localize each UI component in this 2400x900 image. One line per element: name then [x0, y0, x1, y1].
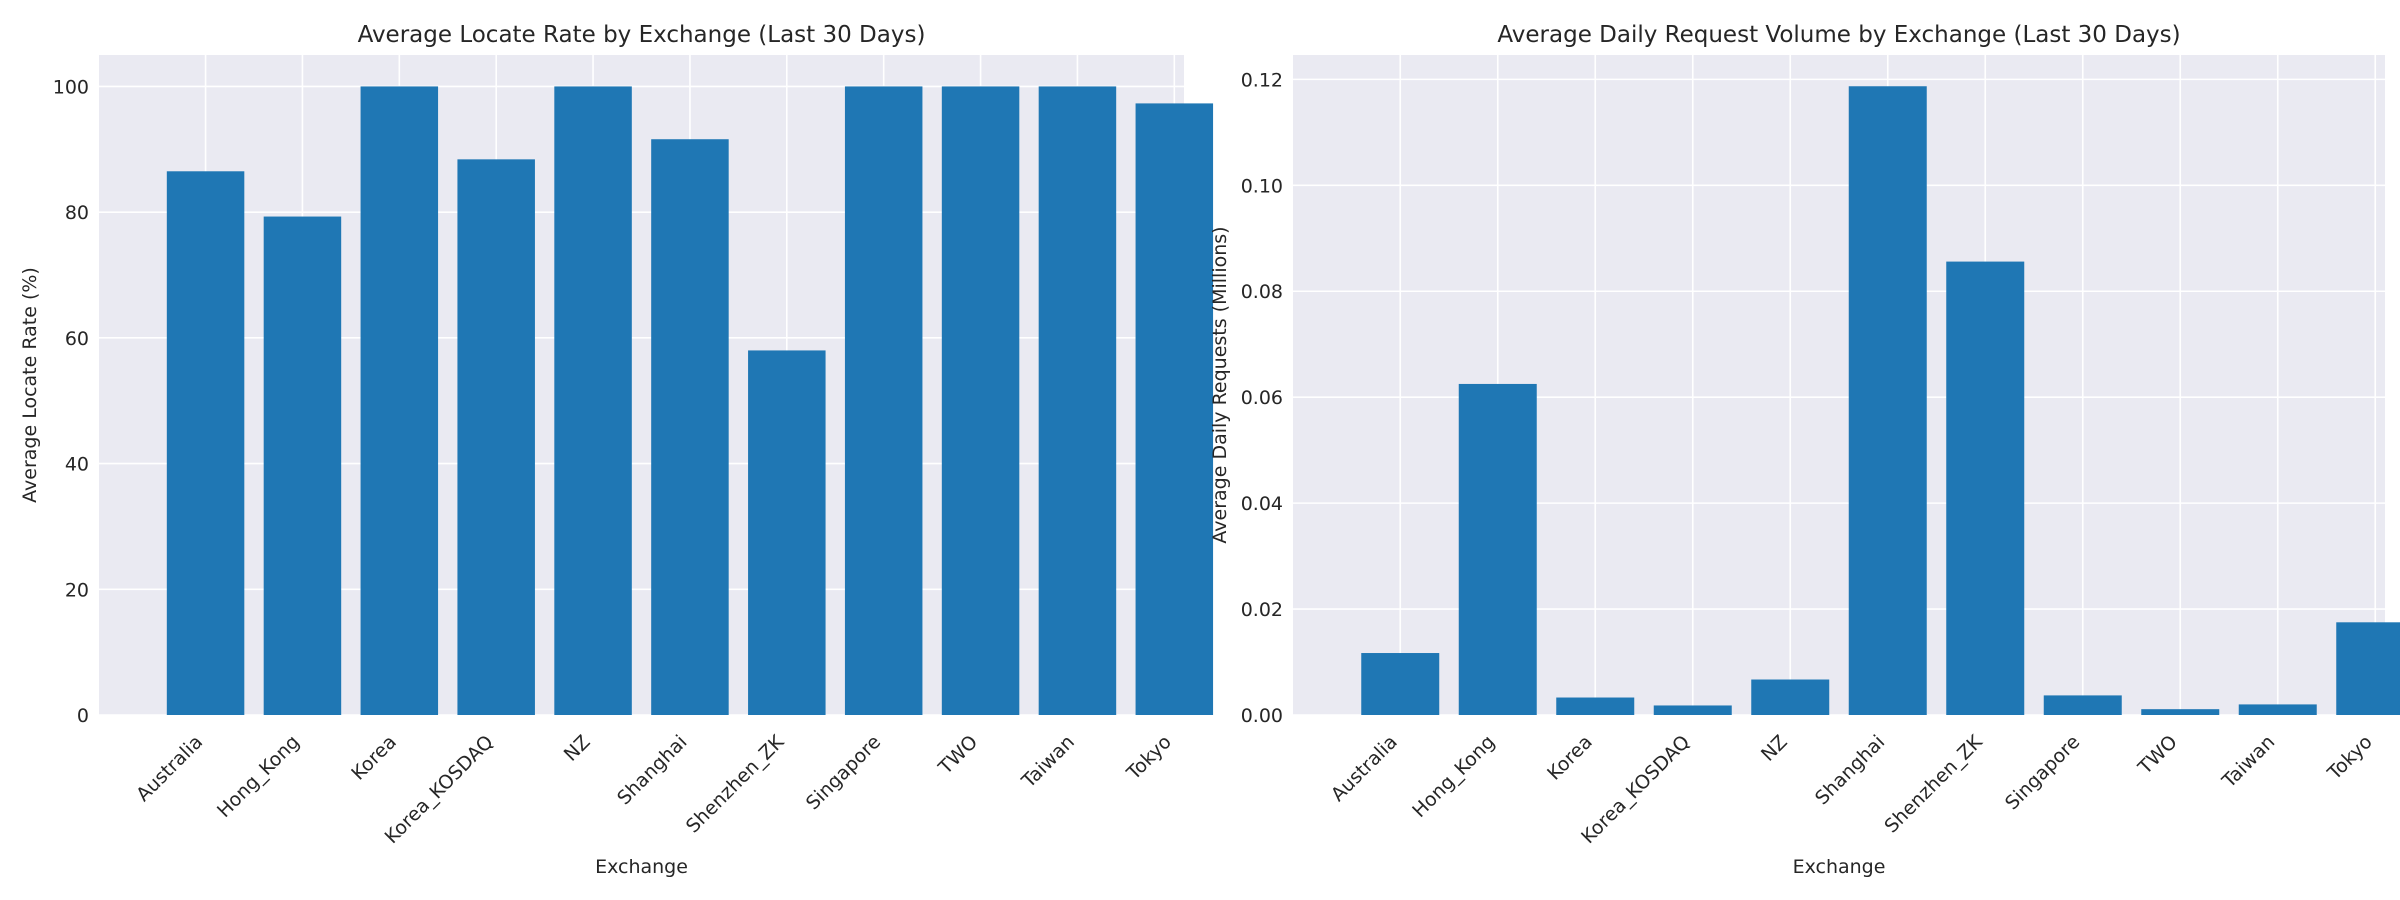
bar-shenzhen-zk — [748, 350, 826, 715]
bar-shanghai — [651, 139, 729, 715]
bars — [166, 86, 1214, 716]
bar-nz — [1751, 679, 1830, 715]
y-tick-label: 0.08 — [1241, 281, 1283, 303]
bar-korea — [360, 86, 439, 715]
y-tick-label: 0.02 — [1241, 599, 1283, 621]
bar-korea — [1556, 697, 1635, 715]
bar-hong-kong — [1458, 383, 1537, 715]
bar-nz — [554, 86, 632, 715]
y-tick-label: 0.06 — [1241, 387, 1283, 409]
chart-title: Average Locate Rate by Exchange (Last 30… — [358, 22, 926, 48]
y-axis-label: Average Daily Requests (Millions) — [1209, 226, 1231, 543]
x-tick-label: Hong_Kong — [213, 731, 304, 822]
plot-area — [99, 55, 1184, 716]
bars — [1361, 86, 2400, 715]
bar-korea-kosdaq — [1653, 705, 1732, 715]
x-tick-label: Tokyo — [1122, 731, 1176, 785]
x-tick-label: Shenzhen_ZK — [682, 731, 789, 838]
y-tick-label: 40 — [65, 454, 89, 476]
x-tick-label: Singapore — [2001, 731, 2084, 814]
x-tick-label: Hong_Kong — [1408, 731, 1499, 822]
bar-australia — [166, 171, 245, 716]
x-tick-label: TWO — [2133, 731, 2181, 779]
bar-taiwan — [2238, 704, 2317, 715]
y-tick-label: 0.10 — [1241, 175, 1283, 197]
y-tick-label: 20 — [65, 579, 89, 601]
bar-singapore — [844, 86, 923, 715]
x-tick-label: Shenzhen_ZK — [1880, 731, 1987, 838]
y-tick-label: 80 — [65, 202, 89, 224]
x-tick-label: Singapore — [802, 731, 885, 814]
bar-hong-kong — [263, 216, 342, 716]
bar-korea-kosdaq — [457, 159, 535, 716]
x-tick-label: Tokyo — [2323, 731, 2377, 785]
y-tick-label: 0 — [77, 705, 89, 727]
bar-two — [2141, 709, 2220, 715]
x-tick-label: Shanghai — [1811, 731, 1889, 809]
y-tick-label: 100 — [53, 76, 89, 98]
bar-taiwan — [1038, 86, 1117, 715]
plot-area — [1293, 55, 2385, 716]
bar-singapore — [2043, 695, 2122, 715]
x-tick-label: NZ — [1757, 731, 1792, 766]
bar-tokyo — [2336, 622, 2400, 715]
x-tick-label: TWO — [934, 731, 982, 779]
x-tick-label: NZ — [560, 731, 595, 766]
bar-two — [941, 86, 1020, 715]
bar-tokyo — [1135, 103, 1214, 715]
x-tick-label: Taiwan — [1017, 731, 1079, 793]
x-tick-label: Korea — [1543, 731, 1597, 785]
plot-background — [99, 55, 1184, 715]
x-tick-label: Australia — [132, 731, 207, 806]
plot-background — [1293, 55, 2385, 715]
x-tick-label: Australia — [1327, 731, 1402, 806]
bar-shenzhen-zk — [1946, 261, 2025, 715]
y-tick-label: 0.00 — [1241, 705, 1283, 727]
y-tick-label: 0.12 — [1241, 69, 1283, 91]
y-tick-label: 0.04 — [1241, 493, 1283, 515]
x-tick-label: Korea — [347, 731, 401, 785]
x-axis-label: Exchange — [1793, 856, 1886, 878]
chart-title: Average Daily Request Volume by Exchange… — [1497, 22, 2180, 48]
y-axis-label: Average Locate Rate (%) — [19, 267, 41, 503]
x-tick-label: Shanghai — [613, 731, 691, 809]
bar-australia — [1361, 653, 1440, 715]
bar-shanghai — [1848, 86, 1927, 715]
locate-rate-chart: Average Locate Rate by Exchange (Last 30… — [19, 22, 1214, 878]
x-axis-label: Exchange — [595, 856, 688, 878]
y-tick-label: 60 — [65, 328, 89, 350]
request-volume-chart: Average Daily Request Volume by Exchange… — [1209, 22, 2400, 878]
x-tick-label: Taiwan — [2217, 731, 2279, 793]
